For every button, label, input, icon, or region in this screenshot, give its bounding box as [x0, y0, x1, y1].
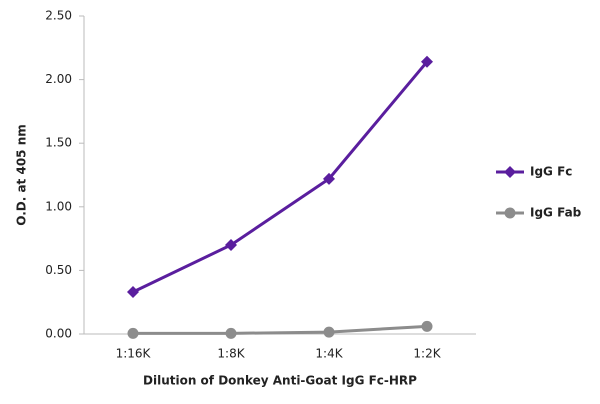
point: [323, 172, 335, 185]
series-line: [133, 324, 428, 335]
y-tick-label: 1.00: [45, 199, 72, 213]
y-tick-label: 2.00: [45, 72, 72, 86]
legend-label: IgG Fc: [530, 165, 572, 179]
point: [225, 238, 237, 251]
point: [323, 326, 335, 338]
legend-marker: [504, 166, 516, 178]
series-line: [132, 60, 429, 294]
point: [421, 320, 433, 332]
legend-marker: [504, 207, 516, 219]
point: [421, 55, 433, 68]
legend-label: IgG Fab: [530, 206, 582, 220]
y-tick-label: 2.50: [45, 9, 72, 23]
y-tick-label: 0.00: [45, 327, 72, 341]
x-tick-label: 1:4K: [315, 347, 343, 361]
x-tick-label: 1:2K: [413, 347, 441, 361]
y-tick-label: 0.50: [45, 263, 72, 277]
y-tick-label: 1.50: [45, 136, 72, 150]
x-tick-label: 1:16K: [116, 347, 152, 361]
point: [127, 327, 139, 339]
x-axis-title: Dilution of Donkey Anti-Goat IgG Fc-HRP: [143, 374, 417, 388]
point: [225, 327, 237, 339]
y-axis-title: O.D. at 405 nm: [15, 124, 29, 225]
point: [127, 286, 139, 299]
x-tick-label: 1:8K: [217, 347, 245, 361]
